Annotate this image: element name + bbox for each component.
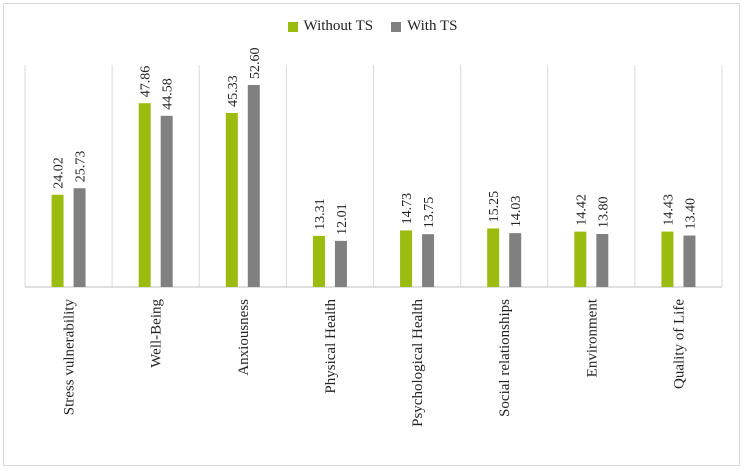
legend-item-with-ts: With TS bbox=[391, 18, 457, 35]
category-label-5: Social relationships bbox=[497, 299, 513, 417]
bar-with-ts-5 bbox=[509, 233, 522, 287]
chart-frame bbox=[3, 3, 740, 466]
bar-without-ts-5 bbox=[487, 228, 500, 287]
category-label-4: Psychological Health bbox=[410, 299, 426, 427]
bar-without-ts-3 bbox=[312, 235, 325, 287]
legend-swatch-with-ts bbox=[391, 21, 402, 32]
bar-without-ts-6 bbox=[574, 231, 587, 287]
data-label-without-ts-0: 24.02 bbox=[52, 157, 67, 189]
data-label-with-ts-0: 25.73 bbox=[74, 151, 89, 183]
data-label-without-ts-7: 14.43 bbox=[661, 194, 676, 226]
data-label-with-ts-3: 12.01 bbox=[335, 203, 350, 235]
bar-with-ts-0 bbox=[73, 188, 86, 287]
data-label-without-ts-2: 45.33 bbox=[226, 75, 241, 107]
data-label-without-ts-6: 14.42 bbox=[574, 194, 589, 226]
bar-without-ts-0 bbox=[51, 194, 64, 287]
data-label-without-ts-5: 15.25 bbox=[487, 191, 502, 223]
category-label-7: Quality of Life bbox=[671, 299, 687, 389]
legend-swatch-without-ts bbox=[287, 21, 298, 32]
bar-without-ts-2 bbox=[225, 112, 238, 288]
category-label-2: Anxiousness bbox=[236, 299, 252, 376]
legend-item-without-ts: Without TS bbox=[287, 18, 374, 35]
data-label-with-ts-5: 14.03 bbox=[509, 196, 524, 228]
bar-with-ts-2 bbox=[247, 85, 260, 287]
data-label-without-ts-3: 13.31 bbox=[313, 198, 328, 230]
bar-with-ts-6 bbox=[596, 234, 609, 287]
bar-without-ts-7 bbox=[661, 231, 674, 287]
data-label-with-ts-7: 13.40 bbox=[683, 198, 698, 230]
category-label-1: Well-Being bbox=[149, 299, 165, 368]
data-label-with-ts-1: 44.58 bbox=[161, 78, 176, 110]
bar-with-ts-3 bbox=[334, 240, 347, 287]
data-label-with-ts-4: 13.75 bbox=[422, 197, 437, 229]
legend-label-without-ts: Without TS bbox=[303, 18, 374, 34]
data-label-without-ts-1: 47.86 bbox=[139, 66, 154, 98]
category-label-6: Environment bbox=[584, 298, 600, 377]
data-label-without-ts-4: 14.73 bbox=[400, 193, 415, 225]
bar-without-ts-1 bbox=[138, 103, 151, 288]
bar-with-ts-7 bbox=[683, 235, 696, 287]
data-label-with-ts-6: 13.80 bbox=[596, 197, 611, 229]
legend-label-with-ts: With TS bbox=[407, 18, 458, 34]
legend: Without TS With TS bbox=[0, 18, 745, 35]
bar-with-ts-4 bbox=[422, 234, 435, 287]
category-label-3: Physical Health bbox=[323, 299, 339, 394]
category-label-0: Stress vulnerability bbox=[62, 299, 78, 416]
data-label-with-ts-2: 52.60 bbox=[248, 48, 263, 80]
bar-with-ts-1 bbox=[160, 115, 173, 287]
bar-without-ts-4 bbox=[400, 230, 413, 287]
